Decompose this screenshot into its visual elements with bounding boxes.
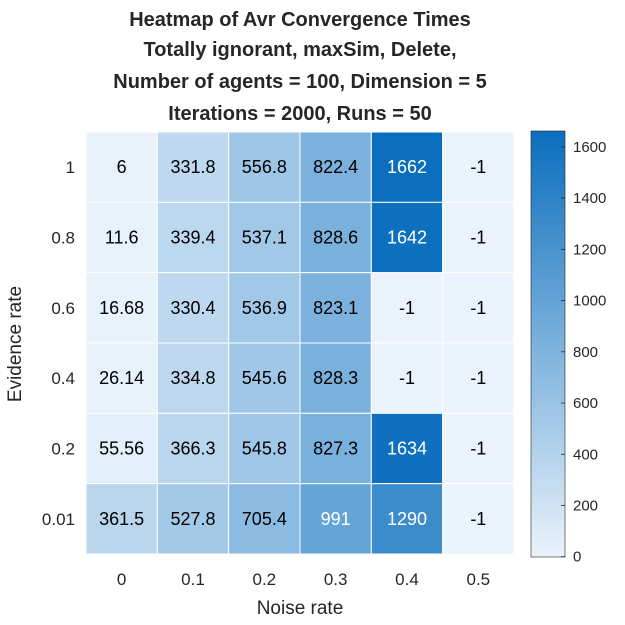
title-line: Iterations = 2000, Runs = 50	[168, 103, 431, 125]
heatmap-cells: 6 331.8 556.8 822.4 1662 -1 11.6 339.4 537.1 828.…	[85, 131, 515, 555]
heatmap-cell	[299, 342, 372, 414]
cell-value-label: 527.8	[170, 509, 215, 529]
cell-value-label: 331.8	[170, 157, 215, 177]
cell-value-label: 1634	[387, 439, 427, 459]
cell-value-label: 822.4	[313, 157, 358, 177]
heatmap-cell	[370, 342, 444, 414]
colorbar-gradient	[530, 130, 566, 558]
y-tick-label: 0.6	[51, 299, 75, 318]
chart-title: Heatmap of Avr Convergence Times Totally …	[113, 9, 486, 125]
colorbar-tick-label: 1000	[573, 293, 606, 310]
title-line: Number of agents = 100, Dimension = 5	[113, 71, 486, 93]
heatmap-cell	[85, 483, 158, 555]
x-tick-label: 0.4	[395, 570, 419, 589]
heatmap-cell	[299, 483, 372, 555]
y-tick-label: 0.2	[51, 440, 75, 459]
colorbar-tick-label: 0	[573, 549, 581, 566]
colorbar-tick-label: 200	[573, 498, 598, 515]
cell-value-label: 16.68	[99, 298, 144, 318]
heatmap-cell	[299, 131, 372, 203]
cell-value-label: 366.3	[170, 439, 215, 459]
cell-value-label: 1290	[387, 509, 427, 529]
cell-value-label: 827.3	[313, 439, 358, 459]
heatmap-cell	[156, 131, 230, 203]
x-axis-ticks: 0 0.1 0.2 0.3 0.4 0.5	[117, 570, 490, 589]
cell-value-label: 823.1	[313, 298, 358, 318]
cell-value-label: -1	[470, 228, 486, 248]
heatmap-cell	[156, 272, 230, 344]
heatmap-cell	[228, 131, 301, 203]
y-tick-label: 0.4	[51, 369, 75, 388]
heatmap-cell	[299, 272, 372, 344]
y-axis-label: Evidence rate	[5, 286, 26, 402]
heatmap-cell	[442, 483, 515, 555]
y-tick-label: 0.8	[51, 229, 75, 248]
cell-value-label: 339.4	[170, 228, 215, 248]
heatmap-cell	[370, 483, 444, 555]
cell-value-label: 11.6	[105, 228, 139, 248]
title-line: Heatmap of Avr Convergence Times	[129, 9, 471, 31]
y-tick-label: 0.01	[42, 510, 75, 529]
cell-value-label: 991	[321, 509, 351, 529]
colorbar-tick-label: 1200	[573, 241, 606, 258]
x-tick-label: 0.1	[181, 570, 205, 589]
cell-value-label: -1	[470, 368, 486, 388]
y-axis-ticks: 1 0.8 0.6 0.4 0.2 0.01	[42, 158, 75, 529]
cell-value-label: -1	[470, 509, 486, 529]
colorbar-tick-label: 400	[573, 446, 598, 463]
cell-value-label: 537.1	[242, 228, 287, 248]
heatmap-cell	[85, 342, 158, 414]
heatmap-cell	[228, 342, 301, 414]
cell-value-label: -1	[399, 298, 415, 318]
colorbar-tick-label: 600	[573, 395, 598, 412]
heatmap-cell	[299, 201, 372, 274]
heatmap-cell	[442, 201, 515, 274]
colorbar-tick-label: 1600	[573, 139, 606, 156]
cell-value-label: 828.6	[313, 228, 358, 248]
cell-value-label: -1	[470, 439, 486, 459]
heatmap-cell	[85, 412, 158, 485]
cell-value-label: 26.14	[99, 368, 144, 388]
x-tick-label: 0.3	[324, 570, 348, 589]
cell-value-label: 556.8	[242, 157, 287, 177]
x-tick-label: 0.2	[253, 570, 277, 589]
title-line: Totally ignorant, maxSim, Delete,	[143, 39, 456, 61]
cell-value-label: 6	[117, 157, 127, 177]
x-axis-label: Noise rate	[257, 598, 344, 619]
cell-value-label: 330.4	[170, 298, 215, 318]
y-tick-label: 1	[66, 158, 75, 177]
colorbar: 0 200 400 600 800 1000 1200 1400 1600	[530, 130, 606, 566]
colorbar-tick-label: 1400	[573, 190, 606, 207]
cell-value-label: -1	[470, 157, 486, 177]
heatmap-cell	[228, 412, 301, 485]
cell-value-label: -1	[470, 298, 486, 318]
cell-value-label: 545.8	[242, 439, 287, 459]
heatmap-cell	[156, 201, 230, 274]
cell-value-label: 536.9	[242, 298, 287, 318]
cell-value-label: 1662	[387, 157, 427, 177]
heatmap-cell	[370, 272, 444, 344]
heatmap-cell	[442, 272, 515, 344]
heatmap-cell	[370, 412, 444, 485]
cell-value-label: 1642	[387, 228, 427, 248]
heatmap-cell	[85, 131, 158, 203]
x-tick-label: 0.5	[467, 570, 491, 589]
cell-value-label: 55.56	[99, 439, 144, 459]
cell-value-label: 334.8	[170, 368, 215, 388]
heatmap-cell	[156, 342, 230, 414]
heatmap-cell	[442, 412, 515, 485]
x-tick-label: 0	[117, 570, 126, 589]
cell-value-label: 361.5	[99, 509, 144, 529]
heatmap-cell	[299, 412, 372, 485]
cell-value-label: -1	[399, 368, 415, 388]
cell-value-label: 545.6	[242, 368, 287, 388]
heatmap-cell	[442, 131, 515, 203]
cell-value-label: 828.3	[313, 368, 358, 388]
colorbar-tick-label: 800	[573, 344, 598, 361]
heatmap-cell	[442, 342, 515, 414]
cell-value-label: 705.4	[242, 509, 287, 529]
